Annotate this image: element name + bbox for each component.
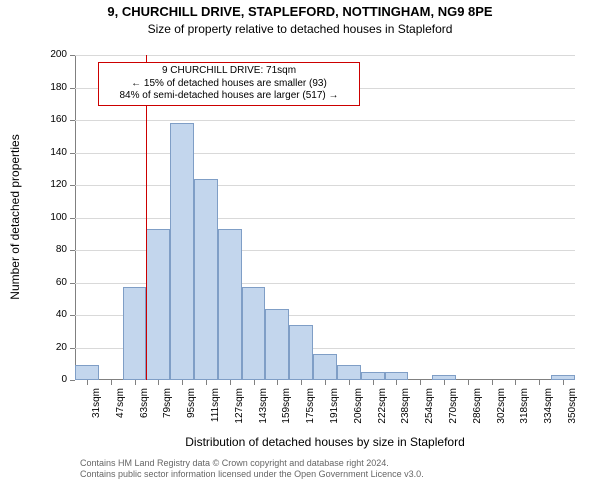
xtick-label: 31sqm (91, 388, 102, 438)
page-title: 9, CHURCHILL DRIVE, STAPLEFORD, NOTTINGH… (0, 4, 600, 19)
ytick-mark (70, 315, 75, 316)
xtick-mark (468, 380, 469, 385)
xtick-mark (182, 380, 183, 385)
histogram-bar (218, 229, 242, 380)
ytick-label: 40 (37, 309, 67, 320)
chart-container: 9, CHURCHILL DRIVE, STAPLEFORD, NOTTINGH… (0, 0, 600, 500)
ytick-label: 140 (37, 147, 67, 158)
y-axis-label: Number of detached properties (8, 117, 22, 317)
ytick-mark (70, 120, 75, 121)
ytick-label: 200 (37, 49, 67, 60)
histogram-bar (385, 372, 409, 380)
attribution-line-1: Contains HM Land Registry data © Crown c… (80, 458, 424, 469)
gridline (75, 185, 575, 186)
annotation-line-2: ← 15% of detached houses are smaller (93… (103, 78, 355, 91)
xtick-mark (349, 380, 350, 385)
xtick-label: 127sqm (234, 388, 245, 438)
xtick-label: 318sqm (519, 388, 530, 438)
annotation-line-3: 84% of semi-detached houses are larger (… (103, 90, 355, 103)
ytick-mark (70, 55, 75, 56)
ytick-label: 80 (37, 244, 67, 255)
xtick-mark (111, 380, 112, 385)
xtick-label: 222sqm (377, 388, 388, 438)
histogram-bar (361, 372, 385, 380)
annotation-line-1: 9 CHURCHILL DRIVE: 71sqm (103, 65, 355, 78)
xtick-label: 175sqm (305, 388, 316, 438)
xtick-mark (492, 380, 493, 385)
ytick-label: 160 (37, 114, 67, 125)
page-subtitle: Size of property relative to detached ho… (0, 22, 600, 36)
histogram-bar (194, 179, 218, 381)
xtick-mark (563, 380, 564, 385)
xtick-mark (230, 380, 231, 385)
gridline (75, 120, 575, 121)
xtick-mark (515, 380, 516, 385)
ytick-mark (70, 348, 75, 349)
xtick-mark (254, 380, 255, 385)
ytick-mark (70, 250, 75, 251)
xtick-label: 286sqm (472, 388, 483, 438)
gridline (75, 55, 575, 56)
xtick-mark (325, 380, 326, 385)
histogram-bar (265, 309, 289, 381)
xtick-mark (158, 380, 159, 385)
xtick-label: 95sqm (186, 388, 197, 438)
xtick-mark (420, 380, 421, 385)
xtick-mark (206, 380, 207, 385)
xtick-label: 159sqm (281, 388, 292, 438)
histogram-bar (75, 365, 99, 380)
ytick-mark (70, 218, 75, 219)
xtick-label: 270sqm (448, 388, 459, 438)
histogram-bar (170, 123, 194, 380)
ytick-label: 60 (37, 277, 67, 288)
xtick-mark (277, 380, 278, 385)
xtick-mark (444, 380, 445, 385)
xtick-label: 254sqm (424, 388, 435, 438)
histogram-bar (337, 365, 361, 380)
ytick-label: 100 (37, 212, 67, 223)
xtick-label: 334sqm (543, 388, 554, 438)
xtick-mark (539, 380, 540, 385)
xtick-label: 79sqm (162, 388, 173, 438)
xtick-mark (301, 380, 302, 385)
xtick-label: 143sqm (258, 388, 269, 438)
xtick-label: 63sqm (139, 388, 150, 438)
ytick-label: 180 (37, 82, 67, 93)
ytick-mark (70, 283, 75, 284)
xtick-label: 302sqm (496, 388, 507, 438)
annotation-box: 9 CHURCHILL DRIVE: 71sqm ← 15% of detach… (98, 62, 360, 106)
ytick-label: 0 (37, 374, 67, 385)
xtick-label: 238sqm (400, 388, 411, 438)
gridline (75, 218, 575, 219)
xtick-label: 47sqm (115, 388, 126, 438)
histogram-bar (123, 287, 147, 380)
ytick-mark (70, 380, 75, 381)
xtick-label: 191sqm (329, 388, 340, 438)
xtick-label: 206sqm (353, 388, 364, 438)
ytick-label: 20 (37, 342, 67, 353)
histogram-bar (242, 287, 266, 380)
histogram-bar (146, 229, 170, 380)
attribution: Contains HM Land Registry data © Crown c… (80, 458, 424, 481)
xtick-mark (135, 380, 136, 385)
histogram-bar (313, 354, 337, 380)
gridline (75, 153, 575, 154)
ytick-label: 120 (37, 179, 67, 190)
attribution-line-2: Contains public sector information licen… (80, 469, 424, 480)
xtick-mark (396, 380, 397, 385)
histogram-bar (289, 325, 313, 380)
ytick-mark (70, 153, 75, 154)
ytick-mark (70, 185, 75, 186)
xtick-mark (373, 380, 374, 385)
xtick-label: 111sqm (210, 388, 221, 438)
xtick-label: 350sqm (567, 388, 578, 438)
ytick-mark (70, 88, 75, 89)
xtick-mark (87, 380, 88, 385)
